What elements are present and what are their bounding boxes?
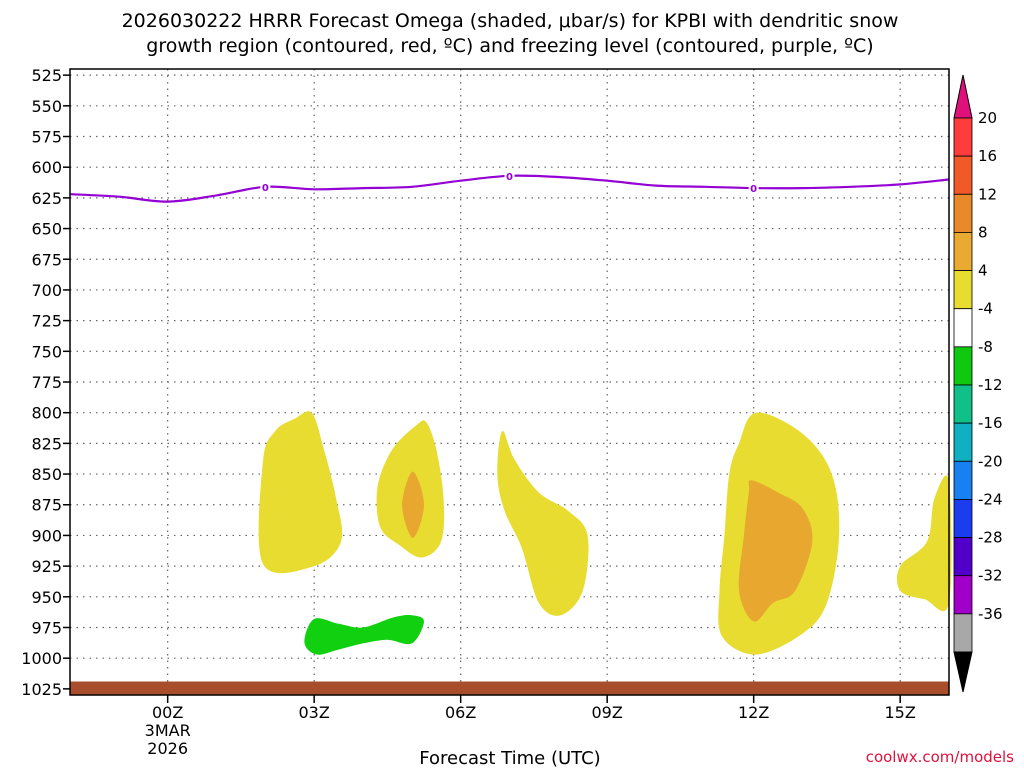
y-tick-label-675: 675 (31, 250, 62, 269)
chart-title-line1: 2026030222 HRRR Forecast Omega (shaded, … (122, 10, 899, 32)
y-tick-label-525: 525 (31, 66, 62, 85)
x-tick-label-00Z: 00Z (152, 703, 183, 722)
x-tick-date: 3MAR (145, 721, 191, 740)
y-tick-label-775: 775 (31, 373, 62, 392)
colorbar-label--4: -4 (978, 300, 993, 318)
freezing-level-contour: 0 0 0 (69, 168, 950, 203)
y-tick-label-800: 800 (31, 404, 62, 423)
y-tick-label-875: 875 (31, 496, 62, 515)
x-tick-label-12Z: 12Z (738, 703, 769, 722)
x-tick-label-06Z: 06Z (445, 703, 476, 722)
x-axis-label: Forecast Time (UTC) (419, 748, 600, 768)
colorbar-label--32: -32 (978, 567, 1003, 585)
colorbar-bin-1 (953, 155, 973, 195)
freezing-level-label: 0 (750, 184, 757, 195)
y-tick-label-925: 925 (31, 557, 62, 576)
omega-shading (258, 411, 952, 655)
colorbar-label-16: 16 (978, 147, 997, 165)
freezing-label-bg (748, 181, 759, 196)
colorbar-label-4: 4 (978, 262, 988, 280)
colorbar-label--28: -28 (978, 529, 1003, 547)
y-tick-label-700: 700 (31, 281, 62, 300)
colorbar-label--12: -12 (978, 376, 1003, 394)
colorbar-label--8: -8 (978, 338, 993, 356)
y-tick-label-1000: 1000 (21, 649, 62, 668)
colorbar-bin-13 (953, 613, 973, 653)
chart-title-line2: growth region (contoured, red, ºC) and f… (146, 35, 873, 57)
colorbar-top-arrow (953, 74, 973, 119)
freezing-label-bg (260, 179, 271, 194)
y-tick-label-950: 950 (31, 588, 62, 607)
colorbar-bin-2 (953, 193, 973, 233)
omega-region-5 (738, 480, 813, 622)
colorbar-label--36: -36 (978, 605, 1003, 623)
colorbar-bin-12 (953, 575, 973, 615)
colorbar-bottom-arrow (953, 651, 973, 693)
freezing-level-label: 0 (262, 183, 269, 194)
omega-region-7 (304, 615, 424, 655)
y-tick-label-650: 650 (31, 220, 62, 239)
grid-lines (70, 69, 949, 695)
y-tick-label-975: 975 (31, 618, 62, 637)
omega-region-0 (258, 411, 343, 574)
y-tick-label-1025: 1025 (21, 680, 62, 699)
colorbar-bin-3 (953, 232, 973, 271)
colorbar-label-8: 8 (978, 223, 988, 241)
colorbar-label-12: 12 (978, 185, 997, 203)
colorbar-label--20: -20 (978, 452, 1003, 470)
x-tick-label-15Z: 15Z (885, 703, 916, 722)
y-tick-label-900: 900 (31, 526, 62, 545)
colorbar-label-20: 20 (978, 109, 997, 127)
omega-region-6 (896, 475, 952, 612)
ground-fill (70, 681, 949, 695)
y-axis-ticks: 525 550 575 600 625 650 675 700 725 750 775 800 825 8… (21, 66, 70, 699)
x-tick-label-09Z: 09Z (592, 703, 623, 722)
ground-terrain (70, 681, 949, 695)
colorbar-label--24: -24 (978, 490, 1003, 508)
y-tick-label-625: 625 (31, 189, 62, 208)
colorbar: 20 16 12 8 4 -4 -8 -12 -16 -20 -24 -28 -32 -36 (953, 74, 1003, 693)
y-tick-label-850: 850 (31, 465, 62, 484)
colorbar-bin-4 (953, 270, 973, 310)
x-tick-label-03Z: 03Z (299, 703, 330, 722)
colorbar-bin-7 (953, 384, 973, 424)
freezing-level-label: 0 (506, 172, 513, 183)
x-tick-year: 2026 (147, 739, 188, 758)
y-tick-label-750: 750 (31, 342, 62, 361)
credit-text: coolwx.com/models (866, 748, 1014, 766)
y-tick-label-725: 725 (31, 312, 62, 331)
y-tick-label-600: 600 (31, 158, 62, 177)
colorbar-bin-6 (953, 346, 973, 386)
colorbar-bin-5 (953, 308, 973, 348)
colorbar-bin-0 (953, 117, 973, 157)
omega-region-2 (402, 471, 424, 538)
colorbar-label--16: -16 (978, 414, 1003, 432)
colorbar-bin-10 (953, 499, 973, 538)
freezing-label-bg (504, 168, 515, 183)
colorbar-bin-9 (953, 460, 973, 500)
y-tick-label-550: 550 (31, 97, 62, 116)
colorbar-bin-8 (953, 422, 973, 462)
omega-region-3 (497, 430, 589, 616)
y-tick-label-825: 825 (31, 434, 62, 453)
colorbar-bin-11 (953, 537, 973, 577)
y-tick-label-575: 575 (31, 128, 62, 147)
